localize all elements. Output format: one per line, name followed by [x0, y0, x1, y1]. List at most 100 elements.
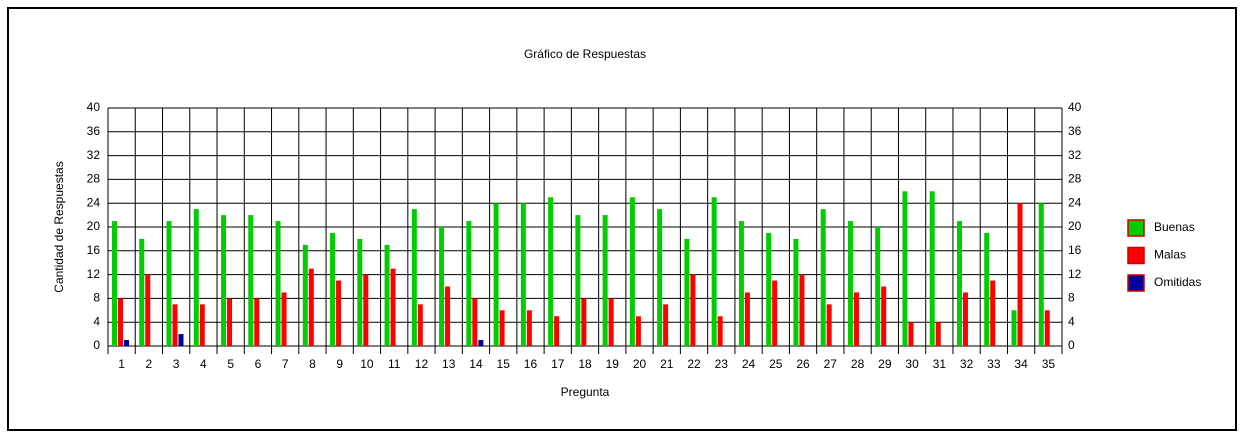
- bar: [554, 316, 560, 346]
- legend-label: Omitidas: [1154, 275, 1201, 289]
- x-tick-label: 17: [551, 357, 565, 371]
- bar: [548, 197, 554, 346]
- bar: [330, 232, 336, 346]
- x-tick-label: 12: [415, 357, 429, 371]
- bar: [417, 304, 423, 346]
- bar: [690, 274, 696, 346]
- x-tick-label: 30: [905, 357, 919, 371]
- y-tick-label: 32: [87, 148, 101, 162]
- bar: [908, 322, 914, 346]
- x-tick-label: 9: [336, 357, 343, 371]
- bar: [302, 244, 308, 346]
- bar: [139, 238, 145, 346]
- bar: [308, 268, 314, 346]
- y2-tick-label: 8: [1068, 291, 1075, 305]
- x-tick-label: 26: [796, 357, 810, 371]
- bar: [466, 221, 472, 346]
- chart-title: Gráfico de Respuestas: [524, 47, 646, 61]
- bar: [248, 215, 254, 346]
- y-tick-label: 36: [87, 124, 101, 138]
- bar: [711, 197, 717, 346]
- bar: [881, 286, 887, 346]
- x-tick-label: 11: [388, 357, 401, 371]
- x-tick-label: 5: [227, 357, 234, 371]
- bar: [717, 316, 723, 346]
- x-tick-label: 25: [769, 357, 783, 371]
- bar: [929, 191, 935, 346]
- y-axis-label: Cantidad de Respuestas: [52, 161, 66, 292]
- x-tick-label: 24: [742, 357, 756, 371]
- bar: [793, 238, 799, 346]
- x-tick-label: 2: [146, 357, 153, 371]
- x-tick-label: 22: [687, 357, 701, 371]
- bar: [663, 304, 669, 346]
- y2-tick-label: 0: [1068, 338, 1075, 352]
- bar: [1017, 203, 1023, 346]
- bar: [112, 221, 117, 346]
- bar: [472, 298, 478, 346]
- bar: [875, 227, 881, 346]
- y2-tick-label: 28: [1068, 172, 1082, 186]
- legend-label: Malas: [1154, 248, 1186, 262]
- x-tick-label: 33: [987, 357, 1001, 371]
- y-tick-label: 20: [87, 219, 101, 233]
- x-tick-label: 27: [824, 357, 838, 371]
- bar: [1011, 310, 1017, 346]
- bar: [411, 209, 417, 346]
- bar: [984, 232, 990, 346]
- bar: [575, 215, 581, 346]
- y-tick-label: 24: [87, 195, 101, 209]
- bar: [956, 221, 962, 346]
- frame: [7, 7, 1237, 431]
- bar: [166, 221, 172, 346]
- x-tick-label: 29: [878, 357, 892, 371]
- bar: [799, 274, 805, 346]
- bar: [853, 292, 859, 346]
- bar: [1038, 203, 1044, 346]
- bar: [990, 280, 996, 346]
- bar: [390, 268, 396, 346]
- x-tick-label: 3: [173, 357, 180, 371]
- bar: [935, 322, 941, 346]
- y-tick-label: 16: [87, 243, 101, 257]
- x-tick-label: 4: [200, 357, 207, 371]
- bar: [221, 215, 227, 346]
- x-tick-label: 1: [118, 357, 125, 371]
- x-tick-label: 34: [1014, 357, 1028, 371]
- y-tick-label: 40: [87, 100, 101, 114]
- x-tick-label: 32: [960, 357, 974, 371]
- bar: [172, 304, 178, 346]
- y2-tick-label: 12: [1068, 267, 1082, 281]
- bar: [199, 304, 205, 346]
- bar: [744, 292, 750, 346]
- bar: [193, 209, 199, 346]
- bar: [738, 221, 744, 346]
- bar: [629, 197, 635, 346]
- x-tick-label: 10: [360, 357, 374, 371]
- y-tick-label: 12: [87, 267, 101, 281]
- bar: [439, 227, 445, 346]
- bar: [526, 310, 532, 346]
- bar: [384, 244, 390, 346]
- bar: [499, 310, 505, 346]
- bar: [178, 334, 184, 346]
- y2-tick-label: 16: [1068, 243, 1082, 257]
- x-tick-label: 15: [497, 357, 511, 371]
- x-axis-label: Pregunta: [561, 385, 610, 399]
- x-tick-label: 7: [282, 357, 289, 371]
- bar: [478, 340, 484, 346]
- bar: [635, 316, 641, 346]
- legend-swatch: [1127, 246, 1145, 265]
- x-tick-label: 14: [469, 357, 483, 371]
- x-tick-label: 18: [578, 357, 592, 371]
- bar: [118, 298, 123, 346]
- y-tick-label: 28: [87, 172, 101, 186]
- bar: [657, 209, 663, 346]
- legend-label: Buenas: [1154, 220, 1195, 234]
- x-tick-label: 28: [851, 357, 865, 371]
- y-tick-label: 0: [93, 338, 100, 352]
- bar: [608, 298, 614, 346]
- x-tick-label: 6: [255, 357, 262, 371]
- bar: [1044, 310, 1050, 346]
